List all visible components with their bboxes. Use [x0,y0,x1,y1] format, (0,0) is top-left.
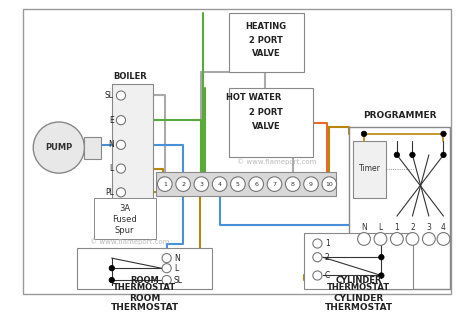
Circle shape [322,177,337,191]
Text: VALVE: VALVE [252,49,281,58]
Bar [112,84,153,205]
Bar [155,172,336,196]
Circle shape [249,177,264,191]
Circle shape [285,177,300,191]
Circle shape [117,140,126,149]
Text: THERMOSTAT: THERMOSTAT [325,303,392,312]
Text: 5: 5 [236,182,240,187]
Circle shape [379,273,384,278]
Circle shape [313,253,322,262]
Text: SL: SL [105,91,114,100]
Bar [77,248,212,289]
Circle shape [394,152,400,158]
Text: THERMOSTAT: THERMOSTAT [113,283,176,292]
Text: HEATING: HEATING [246,22,287,31]
Circle shape [267,177,282,191]
Circle shape [109,277,115,283]
Text: 3A: 3A [119,204,130,213]
Circle shape [117,116,126,125]
Text: 1: 1 [163,182,167,187]
Text: 2: 2 [325,253,329,262]
Circle shape [357,232,370,245]
Bar [349,127,450,289]
Text: PUMP: PUMP [45,143,73,152]
Circle shape [33,122,84,173]
Text: SL: SL [174,276,183,285]
Circle shape [212,177,227,191]
Circle shape [176,177,191,191]
Circle shape [313,271,322,280]
Circle shape [313,239,322,248]
Text: 2 PORT: 2 PORT [249,108,283,117]
Text: 4: 4 [441,224,446,232]
Text: 8: 8 [291,182,295,187]
Circle shape [157,177,172,191]
Text: 3: 3 [200,182,203,187]
Text: L: L [109,164,114,173]
Text: © www.flameport.com: © www.flameport.com [237,158,316,165]
Circle shape [109,266,115,271]
Text: E: E [109,116,114,125]
Bar [84,137,101,159]
Text: Fused: Fused [112,215,137,224]
Bar [93,198,155,239]
Bar [229,88,313,157]
Text: C: C [325,271,330,280]
Circle shape [374,232,387,245]
Text: ROOM: ROOM [129,294,160,303]
Text: N: N [108,140,114,149]
Text: THERMOSTAT: THERMOSTAT [110,303,179,312]
Text: PL: PL [105,188,114,197]
Text: 9: 9 [309,182,313,187]
Text: THERMOSTAT: THERMOSTAT [327,283,390,292]
Text: PROGRAMMER: PROGRAMMER [363,111,437,120]
Circle shape [117,188,126,197]
Text: ROOM: ROOM [130,276,159,285]
Circle shape [441,152,446,158]
Circle shape [437,232,450,245]
Circle shape [304,177,319,191]
Text: Timer: Timer [358,164,381,173]
Circle shape [361,131,367,137]
Text: Spur: Spur [115,226,134,235]
Circle shape [422,232,435,245]
Circle shape [117,91,126,100]
Text: HOT WATER: HOT WATER [226,93,281,102]
Text: 1: 1 [325,239,329,248]
Bar [304,232,413,289]
Circle shape [162,264,171,273]
Text: N: N [174,254,180,263]
Text: 4: 4 [218,182,222,187]
Circle shape [391,232,403,245]
Text: CYLINDER: CYLINDER [333,294,383,303]
Text: 3: 3 [427,224,431,232]
Bar [353,141,386,198]
Text: CYLINDER: CYLINDER [335,276,382,285]
Bar [229,13,304,72]
Text: 10: 10 [326,182,333,187]
Circle shape [441,131,446,137]
Text: 2: 2 [410,224,415,232]
Circle shape [410,152,415,158]
Text: 2 PORT: 2 PORT [249,36,283,45]
Text: VALVE: VALVE [252,122,281,131]
Circle shape [194,177,209,191]
Text: 6: 6 [254,182,258,187]
Circle shape [231,177,245,191]
Text: N: N [361,224,367,232]
Circle shape [162,275,171,285]
Circle shape [162,253,171,263]
Text: L: L [174,264,178,273]
Text: © www.flameport.com: © www.flameport.com [91,238,170,245]
Text: 1: 1 [394,224,399,232]
Text: 2: 2 [181,182,185,187]
Circle shape [117,164,126,173]
Circle shape [406,232,419,245]
Circle shape [379,254,384,260]
Text: L: L [378,224,383,232]
Text: 7: 7 [273,182,276,187]
Text: BOILER: BOILER [113,72,147,81]
